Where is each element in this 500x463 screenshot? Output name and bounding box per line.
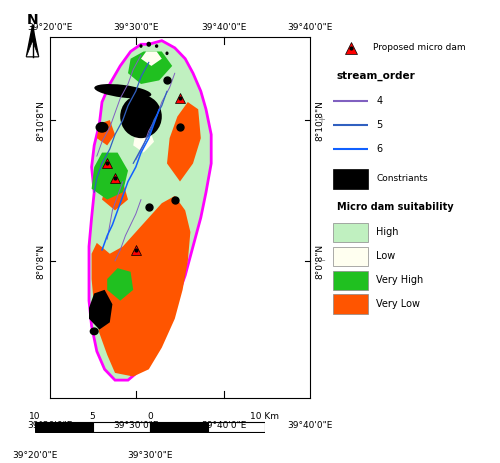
Text: Very High: Very High xyxy=(376,275,424,285)
Polygon shape xyxy=(141,51,162,66)
Ellipse shape xyxy=(96,122,108,133)
Text: 8°10'8"N: 8°10'8"N xyxy=(315,100,324,141)
Bar xyxy=(334,294,368,314)
Polygon shape xyxy=(89,290,112,330)
Bar xyxy=(334,247,368,266)
Text: 10: 10 xyxy=(29,412,41,421)
Ellipse shape xyxy=(140,44,142,48)
Text: 39°40'0"E: 39°40'0"E xyxy=(288,24,333,32)
Ellipse shape xyxy=(166,51,168,55)
Text: 4: 4 xyxy=(376,96,382,106)
Text: 39°30'0"E: 39°30'0"E xyxy=(113,24,158,32)
Polygon shape xyxy=(26,41,38,56)
Text: High: High xyxy=(376,227,398,238)
Text: 5: 5 xyxy=(376,120,382,131)
Text: 5: 5 xyxy=(90,412,96,421)
Text: Low: Low xyxy=(376,251,396,261)
Text: Micro dam suitability: Micro dam suitability xyxy=(336,202,453,212)
Bar xyxy=(334,169,368,189)
Text: 8°0'8"N: 8°0'8"N xyxy=(315,244,324,279)
Text: 39°20'0"E: 39°20'0"E xyxy=(12,451,58,460)
Text: +: + xyxy=(318,115,326,125)
Polygon shape xyxy=(92,153,128,200)
Ellipse shape xyxy=(146,42,151,47)
Text: 39°20'0"E: 39°20'0"E xyxy=(28,24,72,32)
Bar xyxy=(334,223,368,243)
Ellipse shape xyxy=(120,95,162,138)
Text: 8°0'8"N: 8°0'8"N xyxy=(36,244,45,279)
Bar xyxy=(35,422,92,432)
Polygon shape xyxy=(89,41,211,380)
Bar xyxy=(92,422,150,432)
Polygon shape xyxy=(97,120,115,145)
Ellipse shape xyxy=(155,44,158,48)
Text: 39°40'0"E: 39°40'0"E xyxy=(288,421,333,430)
Text: 0: 0 xyxy=(147,412,153,421)
Text: 39°30'0"E: 39°30'0"E xyxy=(113,421,158,430)
Text: 8°10'8"N: 8°10'8"N xyxy=(36,100,45,141)
Text: 39°40'0"E: 39°40'0"E xyxy=(202,421,247,430)
Text: 10 Km: 10 Km xyxy=(250,412,280,421)
Polygon shape xyxy=(92,196,190,376)
Text: stream_order: stream_order xyxy=(336,71,415,81)
Bar xyxy=(208,422,265,432)
Polygon shape xyxy=(128,51,172,84)
Text: 6: 6 xyxy=(376,144,382,154)
Text: 39°20'0"E: 39°20'0"E xyxy=(28,421,72,430)
Text: Very Low: Very Low xyxy=(376,299,420,309)
Bar xyxy=(150,422,208,432)
Bar xyxy=(334,270,368,290)
Text: N: N xyxy=(26,13,38,27)
Text: 39°30'0"E: 39°30'0"E xyxy=(128,451,173,460)
Ellipse shape xyxy=(90,327,99,335)
Polygon shape xyxy=(167,102,201,181)
Polygon shape xyxy=(26,25,38,56)
Text: Proposed micro dam: Proposed micro dam xyxy=(373,44,466,52)
Text: Constriants: Constriants xyxy=(376,175,428,183)
Polygon shape xyxy=(133,127,154,153)
Polygon shape xyxy=(107,268,133,300)
Ellipse shape xyxy=(94,84,152,99)
Polygon shape xyxy=(102,181,128,210)
Text: −: − xyxy=(318,256,326,266)
Text: 39°40'0"E: 39°40'0"E xyxy=(202,24,247,32)
